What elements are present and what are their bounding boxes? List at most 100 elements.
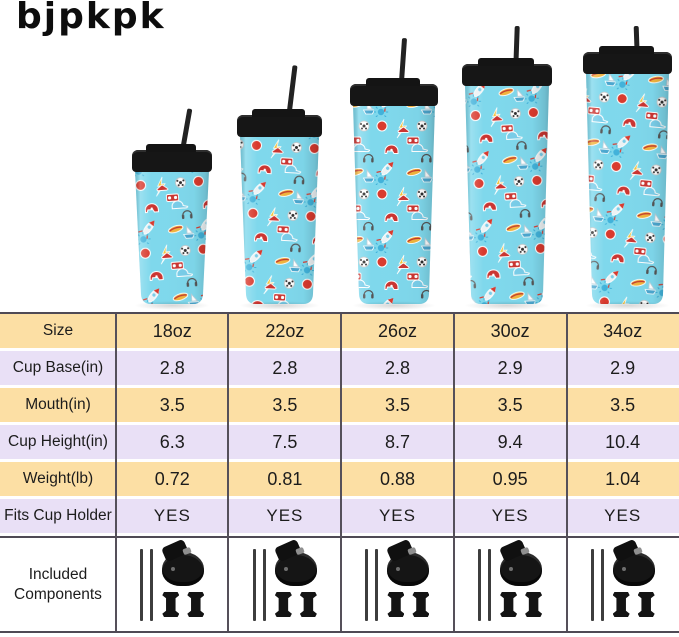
- tumbler-body: [353, 105, 435, 304]
- silicone-tip-icon: [299, 592, 317, 617]
- row-label: Cup Height(in): [8, 433, 108, 450]
- silicone-tip-icon: [162, 592, 180, 617]
- components-cell: [566, 538, 679, 631]
- tumbler-lid: [132, 144, 212, 172]
- brand-logo: bjpkpk: [16, 0, 166, 37]
- flip-lid-icon: [161, 538, 205, 586]
- row-label: Included Components: [14, 566, 102, 603]
- included-components-graphic: [478, 538, 543, 621]
- row-label: Weight(lb): [22, 470, 94, 487]
- col-header-18oz: 18oz: [152, 320, 192, 341]
- spec-value: 6.3: [159, 431, 185, 452]
- included-components-graphic: [365, 538, 430, 621]
- silicone-tip-icon: [637, 592, 655, 617]
- col-header-22oz: 22oz: [265, 320, 305, 341]
- straw-icon: [262, 548, 266, 621]
- table-grid-line: [566, 314, 568, 631]
- flip-lid-icon: [273, 538, 317, 586]
- tumbler-body: [240, 136, 319, 304]
- cup-shadow: [133, 301, 211, 310]
- spec-value: YES: [491, 506, 529, 525]
- components-cell: [116, 538, 229, 631]
- tumbler-body: [135, 171, 209, 304]
- tumbler-18oz: [132, 108, 212, 310]
- spec-value: YES: [153, 506, 191, 525]
- flip-lid-icon: [499, 538, 543, 586]
- spec-value: 9.4: [497, 431, 523, 452]
- spec-value: 10.4: [605, 431, 641, 452]
- cup-shadow: [351, 301, 437, 310]
- spec-value: 3.5: [610, 394, 636, 415]
- spec-value: 2.9: [497, 357, 523, 378]
- row-label: Fits Cup Holder: [4, 507, 112, 524]
- table-grid-line: [453, 314, 455, 631]
- spec-value: 3.5: [159, 394, 185, 415]
- straw-icon: [150, 548, 154, 621]
- spec-value: 8.7: [384, 431, 410, 452]
- silicone-tip-icon: [387, 592, 405, 617]
- tumbler-lid: [583, 46, 672, 74]
- straw-icon: [478, 548, 482, 621]
- table-row-weight: Weight(lb) 0.72 0.81 0.88 0.95 1.04: [0, 462, 679, 496]
- spec-value: 2.9: [610, 357, 636, 378]
- included-components-graphic: [140, 538, 205, 621]
- included-components-graphic: [590, 538, 655, 621]
- spec-table: Size 18oz 22oz 26oz 30oz 34oz Cup Base(i…: [0, 312, 679, 633]
- silicone-tip-icon: [187, 592, 205, 617]
- table-row-cup-height: Cup Height(in) 6.3 7.5 8.7 9.4 10.4: [0, 425, 679, 459]
- spec-value: 2.8: [159, 357, 185, 378]
- spec-value: 7.5: [272, 431, 298, 452]
- tumbler-lid: [350, 78, 438, 106]
- straw-icon: [488, 548, 492, 621]
- table-grid-line: [340, 314, 342, 631]
- table-grid-line: [227, 314, 229, 631]
- tumbler-26oz: [350, 37, 438, 310]
- components-cell: [454, 538, 567, 631]
- spec-value: 0.88: [379, 468, 416, 489]
- table-row-mouth: Mouth(in) 3.5 3.5 3.5 3.5 3.5: [0, 388, 679, 422]
- table-header-row: Size 18oz 22oz 26oz 30oz 34oz: [0, 314, 679, 348]
- included-components-graphic: [252, 538, 317, 621]
- straw-icon: [252, 548, 256, 621]
- tumbler-22oz: [237, 65, 322, 310]
- spec-value: 3.5: [272, 394, 298, 415]
- spec-value: YES: [378, 506, 416, 525]
- spec-value: 3.5: [497, 394, 523, 415]
- col-header-30oz: 30oz: [490, 320, 530, 341]
- table-row-fits-cup-holder: Fits Cup Holder YES YES YES YES YES: [0, 499, 679, 533]
- tumbler-body: [586, 73, 669, 304]
- spec-value: 0.81: [267, 468, 303, 489]
- tumbler-lid: [237, 109, 322, 137]
- straw-icon: [375, 548, 379, 621]
- straw-icon: [600, 548, 604, 621]
- table-grid-line: [115, 314, 117, 631]
- silicone-tip-icon: [500, 592, 518, 617]
- spec-value: 2.8: [384, 357, 410, 378]
- cup-shadow: [584, 301, 671, 310]
- silicone-tip-icon: [412, 592, 430, 617]
- flip-lid-icon: [611, 538, 655, 586]
- silicone-tip-icon: [274, 592, 292, 617]
- tumbler-lid: [462, 58, 552, 86]
- cup-shadow: [463, 301, 551, 310]
- tumbler-34oz: [583, 25, 672, 310]
- row-label: Mouth(in): [25, 396, 91, 413]
- silicone-tip-icon: [525, 592, 543, 617]
- straw-icon: [140, 548, 144, 621]
- straw-icon: [365, 548, 369, 621]
- components-cell: [341, 538, 454, 631]
- table-row-included-components: Included Components: [0, 536, 679, 631]
- spec-value: 1.04: [605, 468, 641, 489]
- components-cell: [229, 538, 342, 631]
- row-label: Cup Base(in): [12, 359, 104, 376]
- col-header-34oz: 34oz: [603, 320, 643, 341]
- spec-value: 0.95: [492, 468, 528, 489]
- flip-lid-icon: [386, 538, 430, 586]
- spec-value: YES: [266, 506, 304, 525]
- spec-value: 3.5: [384, 394, 410, 415]
- tumbler-body: [465, 85, 549, 304]
- cup-shadow: [238, 301, 321, 310]
- spec-value: 2.8: [272, 357, 298, 378]
- col-header-size: Size: [42, 322, 74, 339]
